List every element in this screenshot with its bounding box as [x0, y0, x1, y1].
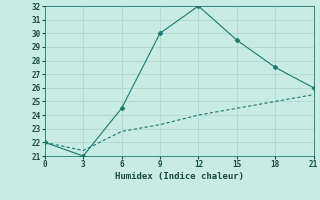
- X-axis label: Humidex (Indice chaleur): Humidex (Indice chaleur): [115, 172, 244, 181]
